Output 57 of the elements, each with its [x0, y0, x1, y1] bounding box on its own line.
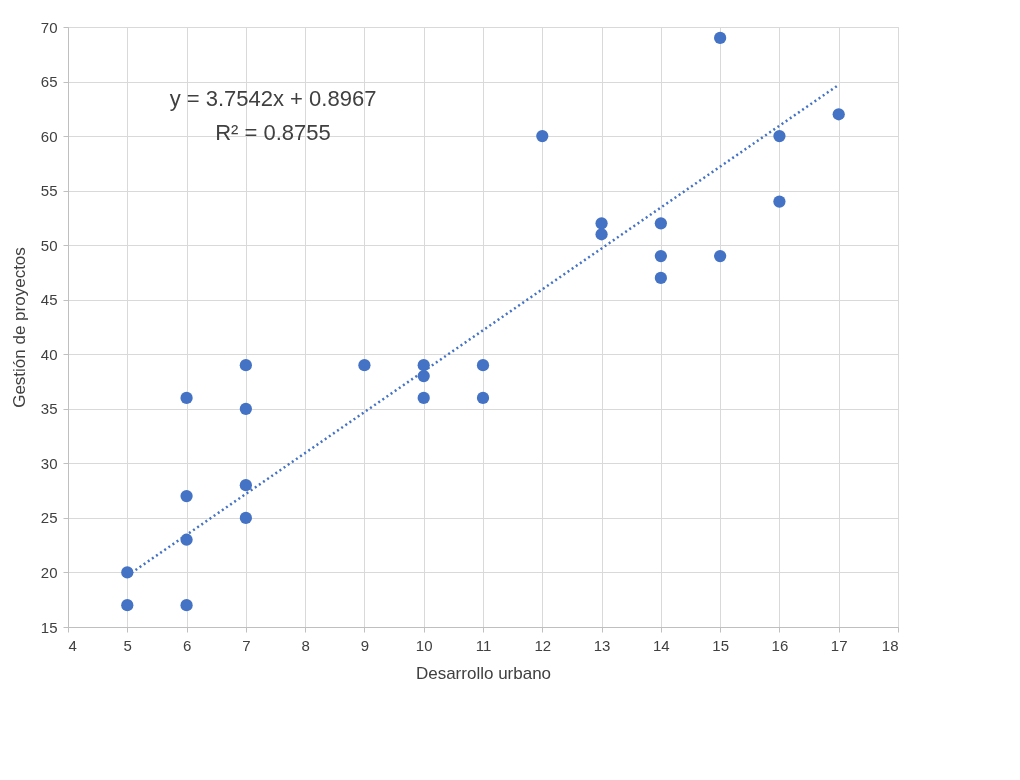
x-tick-label: 5	[123, 636, 132, 654]
y-tick-label: 55	[40, 182, 58, 200]
x-tick-label: 18	[881, 636, 899, 654]
x-tick-label: 13	[593, 636, 611, 654]
point	[714, 31, 727, 45]
point	[239, 511, 252, 525]
y-tick-label: 65	[40, 73, 58, 91]
x-tick-label: 14	[653, 636, 670, 654]
x-tick-label: 7	[242, 636, 251, 654]
point	[180, 599, 193, 612]
x-tick-label: 17	[830, 636, 848, 654]
point	[239, 359, 252, 372]
point	[417, 369, 430, 383]
y-tick-label: 70	[40, 18, 58, 36]
point	[595, 228, 608, 241]
y-tick-label: 40	[40, 345, 58, 363]
y-tick-label: 45	[40, 291, 58, 309]
x-tick-label: 10	[415, 636, 433, 654]
point	[180, 391, 193, 405]
point	[654, 249, 667, 263]
y-tick-label: 15	[40, 618, 58, 636]
y-tick-label: 35	[40, 400, 58, 418]
y-tick-label: 20	[40, 563, 58, 581]
y-tick-label: 30	[40, 454, 58, 472]
x-tick-label: 8	[301, 636, 310, 654]
y-axis-title: Gestión de proyectos	[9, 247, 29, 408]
x-tick-label: 4	[68, 636, 77, 654]
annotation: R² = 0.8755	[215, 120, 331, 145]
point	[358, 359, 371, 372]
x-tick-label: 12	[534, 636, 552, 654]
point	[595, 217, 608, 230]
y-tick-label: 60	[40, 127, 58, 145]
point	[536, 129, 549, 143]
point	[417, 359, 430, 372]
x-tick-label: 11	[475, 636, 492, 654]
point	[239, 479, 252, 492]
point	[773, 195, 786, 208]
point	[239, 402, 252, 415]
point	[180, 533, 193, 546]
x-tick-label: 6	[182, 636, 192, 654]
point	[773, 129, 786, 143]
point	[417, 391, 430, 405]
point	[714, 249, 727, 263]
point	[121, 599, 134, 612]
x-tick-label: 16	[771, 636, 789, 654]
x-tick-label: 15	[712, 636, 729, 654]
annotation: y = 3.7542x + 0.8967	[169, 86, 377, 111]
point	[476, 359, 490, 372]
x-tick-label: 9	[360, 636, 370, 654]
y-tick-label: 25	[40, 509, 58, 527]
point	[180, 489, 193, 503]
y-tick-label: 50	[40, 236, 58, 254]
point	[832, 108, 845, 121]
point	[654, 217, 667, 230]
point	[654, 271, 667, 285]
x-axis-title: Desarrollo urbano	[415, 663, 552, 683]
point	[476, 391, 490, 405]
